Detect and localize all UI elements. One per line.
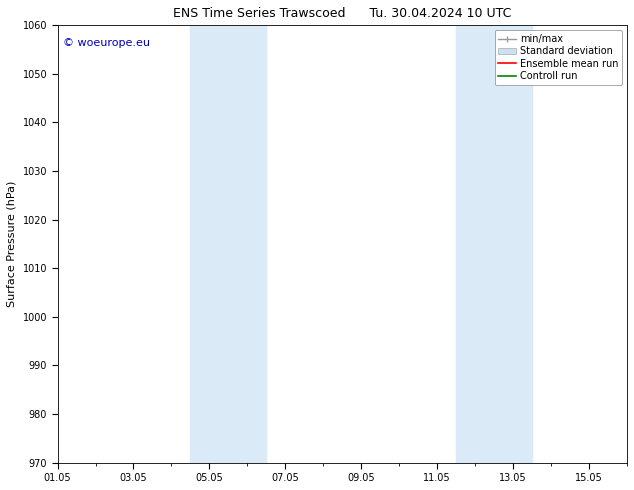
Legend: min/max, Standard deviation, Ensemble mean run, Controll run: min/max, Standard deviation, Ensemble me… (495, 30, 622, 85)
Y-axis label: Surface Pressure (hPa): Surface Pressure (hPa) (7, 181, 17, 307)
Bar (190, 25, 228, 463)
Bar (494, 25, 532, 463)
Bar (228, 25, 266, 463)
Bar (456, 25, 494, 463)
Title: ENS Time Series Trawscoed      Tu. 30.04.2024 10 UTC: ENS Time Series Trawscoed Tu. 30.04.2024… (173, 7, 512, 20)
Text: © woeurope.eu: © woeurope.eu (63, 38, 150, 49)
